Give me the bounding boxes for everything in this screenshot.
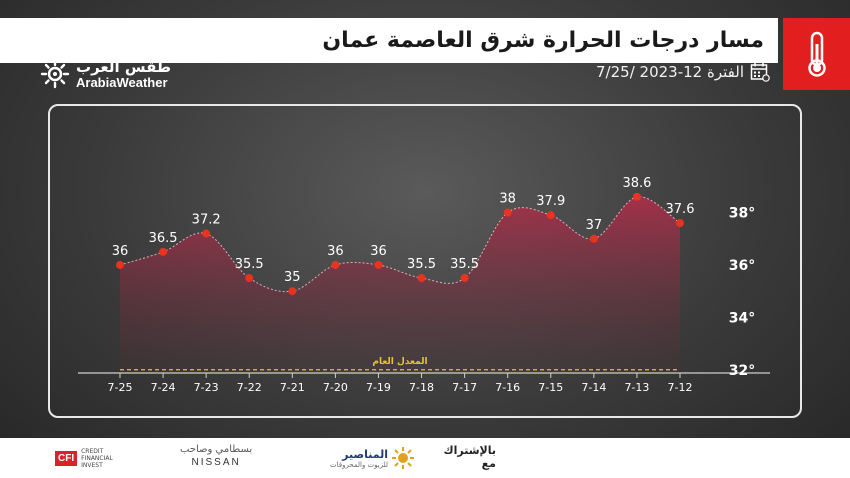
data-point: [632, 192, 641, 201]
sponsor1-name: المناصير: [342, 447, 389, 461]
data-point: [460, 274, 469, 283]
data-label: 37.6: [666, 202, 695, 217]
sponsor-label: بالإشتراك مع: [443, 444, 496, 472]
sponsor2-en: NISSAN: [191, 457, 241, 468]
y-tick-label: 34°: [729, 310, 755, 326]
x-tick-label: 7-12: [668, 381, 693, 394]
x-tick-label: 7-15: [538, 381, 563, 394]
thermometer-icon: [807, 31, 826, 77]
x-tick-label: 7-22: [237, 381, 262, 394]
y-tick-label: 32°: [729, 363, 755, 379]
area-fill: [120, 196, 680, 373]
header-bar: مسار درجات الحرارة شرق العاصمة عمان: [0, 18, 778, 63]
data-point: [202, 229, 211, 238]
sponsor-cfi: CFI CREDIT FINANCIAL INVEST: [55, 444, 133, 472]
average-label: المعدل العام: [372, 357, 427, 367]
sponsor-nissan: بسطامي وصاحب NISSAN: [180, 444, 252, 472]
data-point: [331, 260, 340, 269]
data-label: 35.5: [235, 257, 264, 272]
data-point: [159, 247, 168, 256]
data-label: 35.5: [450, 257, 479, 272]
x-tick-label: 7-13: [624, 381, 649, 394]
data-label: 35.5: [407, 257, 436, 272]
x-tick-label: 7-24: [151, 381, 176, 394]
sun-logo-icon: [392, 447, 415, 469]
data-label: 38: [499, 192, 516, 207]
data-label: 37.9: [536, 194, 565, 209]
data-point: [589, 234, 598, 243]
sponsor-almanaseer: المناصير للزيوت والمحروقات: [330, 444, 415, 472]
data-point: [503, 208, 512, 217]
x-tick-label: 7-17: [452, 381, 477, 394]
x-tick-label: 7-14: [581, 381, 606, 394]
x-tick-label: 7-20: [323, 381, 348, 394]
x-tick-label: 7-16: [495, 381, 520, 394]
x-tick-label: 7-25: [108, 381, 133, 394]
data-label: 37.2: [192, 213, 221, 228]
sponsor2-ar: بسطامي وصاحب: [180, 444, 253, 455]
brand-name-ar: طقس العرب: [76, 58, 171, 76]
x-tick-label: 7-23: [194, 381, 219, 394]
data-point: [288, 287, 297, 296]
sponsor-footer: بالإشتراك مع المناصير للزيوت والمحروقات …: [0, 438, 850, 478]
data-point: [417, 274, 426, 283]
period-text: الفترة 12-2023 /7/25: [596, 63, 744, 81]
data-label: 36: [327, 244, 344, 259]
thermometer-badge: [783, 18, 850, 90]
sponsor-label-text: بالإشتراك مع: [443, 444, 496, 470]
data-point: [245, 274, 254, 283]
x-tick-label: 7-19: [366, 381, 391, 394]
data-label: 35: [284, 270, 301, 285]
data-point: [546, 211, 555, 220]
x-tick-label: 7-21: [280, 381, 305, 394]
chart-frame: [48, 104, 802, 418]
x-tick-label: 7-18: [409, 381, 434, 394]
y-tick-label: 36°: [729, 258, 755, 274]
sun-swirl-logo-icon: [40, 59, 70, 89]
data-point: [374, 260, 383, 269]
period-row: الفترة 12-2023 /7/25: [596, 62, 770, 82]
data-label: 36.5: [149, 231, 178, 246]
brand-name-en: ArabiaWeather: [76, 75, 168, 90]
sponsor3-name: CFI: [55, 450, 78, 466]
data-label: 36: [112, 244, 129, 259]
data-label: 36: [370, 244, 387, 259]
series-line: [119, 196, 681, 293]
sponsor3-sub: CREDIT FINANCIAL INVEST: [81, 447, 113, 469]
y-tick-label: 38°: [729, 206, 755, 222]
data-label: 37: [586, 218, 603, 233]
data-point: [116, 260, 124, 269]
data-point: [676, 219, 684, 228]
data-label: 38.6: [622, 176, 651, 191]
sponsor1-sub: للزيوت والمحروقات: [330, 460, 389, 469]
calendar-icon: [750, 63, 770, 82]
brand-logo: طقس العرب ArabiaWeather: [40, 58, 171, 90]
chart-title: مسار درجات الحرارة شرق العاصمة عمان: [322, 28, 764, 53]
